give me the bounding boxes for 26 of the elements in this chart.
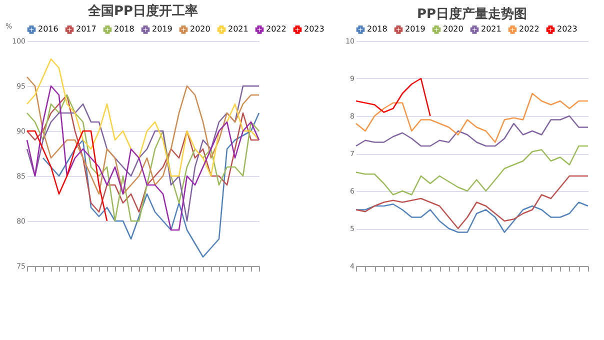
chart-title: PP日度产量走势图 xyxy=(416,6,528,22)
line-series xyxy=(355,175,589,230)
line-series xyxy=(355,78,431,117)
chart-title: 全国PP日度开工率 xyxy=(86,3,198,19)
legend-label: 2016 xyxy=(38,24,58,34)
legend-label: 2022 xyxy=(266,24,286,34)
legend-label: 2019 xyxy=(152,24,172,34)
legend-label: 2020 xyxy=(190,24,210,34)
legend-label: 2023 xyxy=(304,24,324,34)
legend-label: 2019 xyxy=(405,24,426,34)
line-series xyxy=(26,58,260,177)
legend-label: 2022 xyxy=(519,24,540,34)
line-series xyxy=(42,112,260,258)
legend-label: 2020 xyxy=(443,24,464,34)
line-series xyxy=(26,130,108,222)
legend-label: 2021 xyxy=(481,24,502,34)
legend-label: 2018 xyxy=(367,24,388,34)
line-series xyxy=(355,202,589,233)
legend-label: 2023 xyxy=(557,24,578,34)
legend-label: 2018 xyxy=(114,24,134,34)
line-series xyxy=(355,145,589,196)
legend-label: 2017 xyxy=(76,24,96,34)
line-series xyxy=(355,115,589,147)
line-series xyxy=(26,76,260,195)
line-series xyxy=(355,92,589,143)
legend-label: 2021 xyxy=(228,24,248,34)
